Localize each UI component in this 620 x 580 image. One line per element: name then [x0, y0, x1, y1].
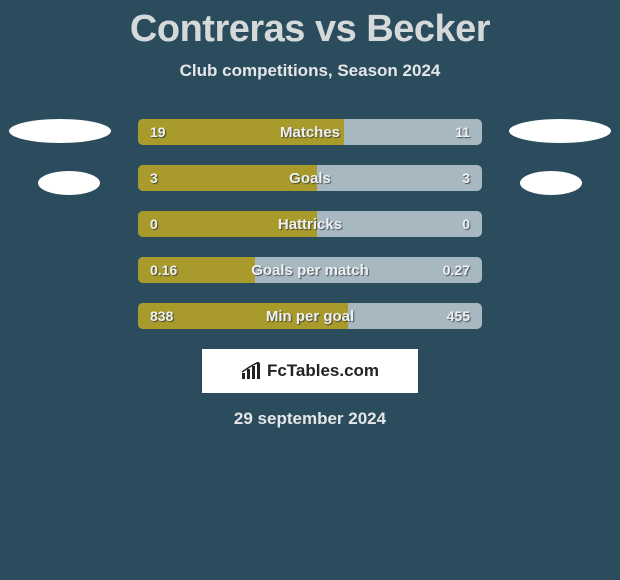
stat-bar-left — [138, 257, 255, 283]
stat-bar-left — [138, 211, 317, 237]
stat-bars: 1911Matches 33Goals 00Hattricks 0.160.27Goa… — [138, 119, 482, 329]
stat-value-right: 0 — [450, 211, 482, 237]
stat-bar-left — [138, 119, 344, 145]
player-flag-right — [520, 171, 582, 195]
stat-value-right: 0.27 — [431, 257, 482, 283]
stat-row: 1911Matches — [138, 119, 482, 145]
comparison-area: 1911Matches 33Goals 00Hattricks 0.160.27Goa… — [0, 119, 620, 429]
stat-bar-left — [138, 303, 348, 329]
stat-row: 0.160.27Goals per match — [138, 257, 482, 283]
stat-bar-left — [138, 165, 317, 191]
brand-badge: FcTables.com — [202, 349, 418, 393]
date-label: 29 september 2024 — [0, 409, 620, 429]
subtitle: Club competitions, Season 2024 — [0, 61, 620, 81]
stat-row: 33Goals — [138, 165, 482, 191]
brand-chart-icon — [241, 362, 263, 380]
stat-row: 00Hattricks — [138, 211, 482, 237]
stat-row: 838455Min per goal — [138, 303, 482, 329]
player-avatar-left — [9, 119, 111, 143]
stat-value-right: 11 — [443, 119, 482, 145]
stat-value-right: 3 — [450, 165, 482, 191]
player-avatar-right — [509, 119, 611, 143]
brand-name: FcTables.com — [267, 361, 379, 381]
stat-value-right: 455 — [435, 303, 482, 329]
page-title: Contreras vs Becker — [0, 0, 620, 51]
player-flag-left — [38, 171, 100, 195]
